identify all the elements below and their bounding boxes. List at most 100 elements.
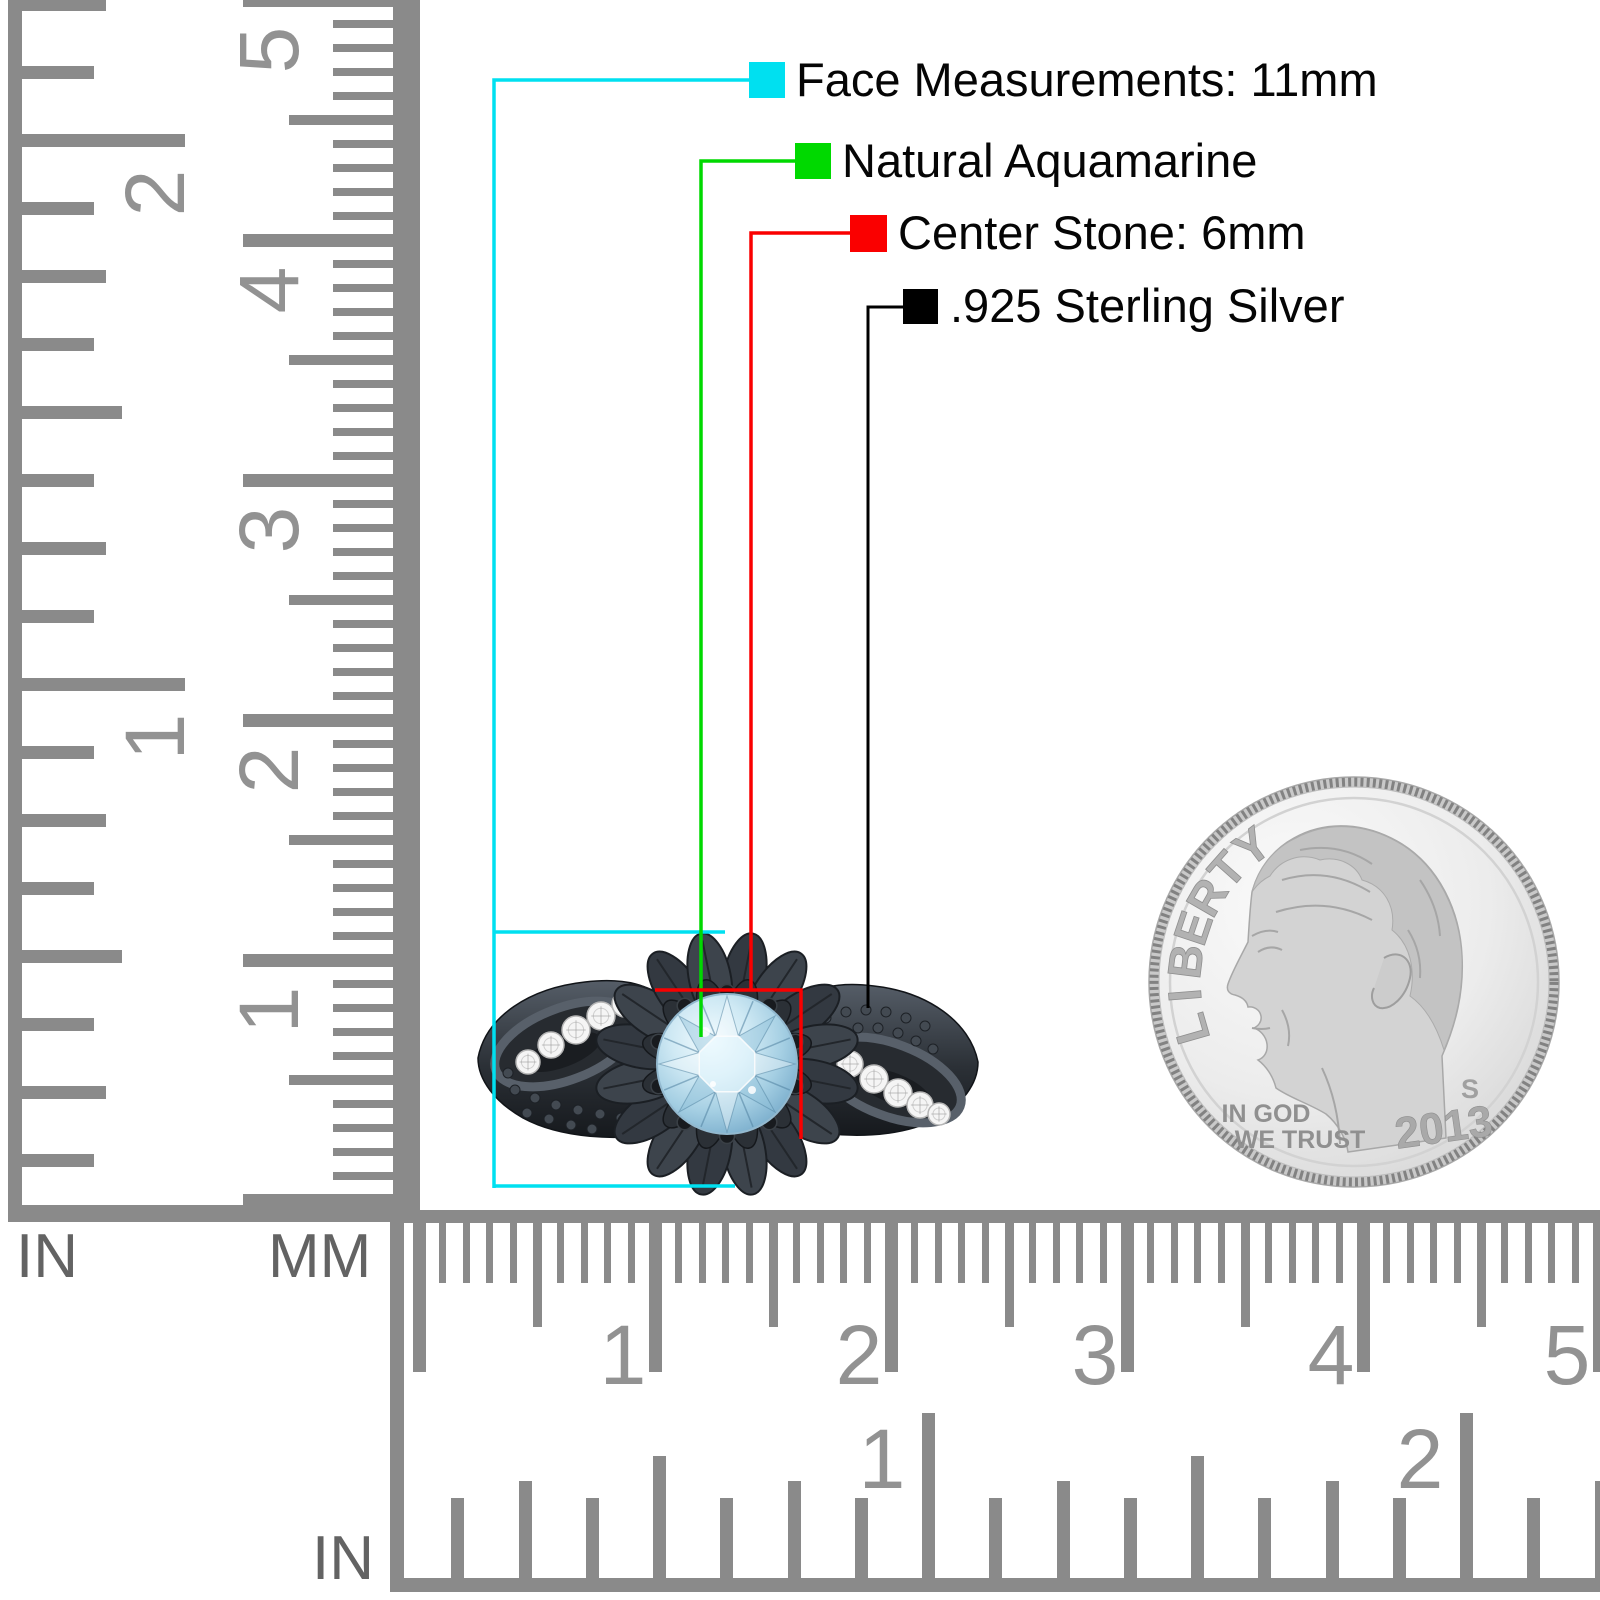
bottom-mm-tick bbox=[604, 1223, 612, 1283]
bottom-inch-tick bbox=[1460, 1413, 1473, 1578]
bottom-mm-tick bbox=[981, 1223, 989, 1283]
bottom-mm-tick bbox=[1265, 1223, 1273, 1283]
bottom-mm-tick bbox=[722, 1223, 730, 1283]
left-mm-tick bbox=[333, 68, 393, 76]
left-mm-tick bbox=[333, 932, 393, 940]
left-mm-tick bbox=[333, 1028, 393, 1036]
left-mm-tick bbox=[333, 308, 393, 316]
bottom-mm-tick bbox=[1356, 1223, 1370, 1372]
left-mm-tick bbox=[333, 404, 393, 412]
bottom-inch-number: 2 bbox=[1396, 1412, 1444, 1506]
left-mm-tick bbox=[333, 788, 393, 796]
left-mm-tick bbox=[333, 380, 393, 388]
left-inch-tick bbox=[22, 746, 94, 759]
left-mm-tick bbox=[333, 140, 393, 148]
bottom-mm-tick bbox=[884, 1223, 898, 1372]
face-measurement-label: Face Measurements: 11mm bbox=[796, 53, 1378, 106]
left-mm-tick bbox=[333, 668, 393, 676]
left-inch-tick bbox=[22, 610, 94, 623]
left-inch-tick bbox=[22, 1018, 94, 1031]
left-inch-ruler-bar bbox=[8, 0, 22, 1221]
left-mm-tick bbox=[333, 1052, 393, 1060]
left-inch-tick bbox=[22, 814, 106, 827]
left-mm-tick bbox=[333, 740, 393, 748]
left-inch-tick bbox=[22, 406, 122, 419]
left-mm-tick bbox=[333, 164, 393, 172]
left-mm-ruler-bar bbox=[393, 0, 420, 1221]
left-mm-tick bbox=[333, 644, 393, 652]
bottom-mm-tick bbox=[532, 1223, 542, 1327]
coin-liberty-letter: B bbox=[1157, 941, 1214, 981]
bottom-inch-number: 1 bbox=[858, 1412, 906, 1506]
bottom-inch-tick bbox=[451, 1498, 465, 1578]
bottom-mm-tick bbox=[1335, 1223, 1343, 1283]
bottom-mm-tick bbox=[698, 1223, 706, 1283]
bottom-mm-tick bbox=[793, 1223, 801, 1283]
bottom-mm-tick bbox=[1217, 1223, 1225, 1283]
coin-ear bbox=[1371, 953, 1412, 1010]
bottom-mm-tick bbox=[1548, 1223, 1556, 1283]
left-mm-tick bbox=[333, 692, 393, 700]
bottom-mm-tick bbox=[840, 1223, 848, 1283]
left-mm-tick bbox=[333, 284, 393, 292]
bottom-mm-tick bbox=[675, 1223, 683, 1283]
bottom-ruler-left-bar bbox=[390, 1210, 404, 1592]
bottom-mm-tick bbox=[1147, 1223, 1155, 1283]
coin-inner-rim bbox=[1168, 796, 1540, 1168]
left-mm-tick bbox=[333, 500, 393, 508]
left-mm-tick bbox=[289, 355, 393, 365]
annotation-lines bbox=[492, 78, 903, 1188]
left-mm-tick bbox=[243, 953, 393, 967]
face-measurement-swatch bbox=[749, 62, 785, 98]
bottom-mm-tick bbox=[863, 1223, 871, 1283]
bottom-mm-tick bbox=[580, 1223, 588, 1283]
left-mm-tick bbox=[333, 908, 393, 916]
left-mm-tick bbox=[289, 595, 393, 605]
left-ruler-bottom-bar bbox=[8, 1205, 420, 1222]
bottom-inch-tick bbox=[1191, 1456, 1204, 1578]
ring-image bbox=[477, 932, 979, 1196]
bottom-mm-tick bbox=[745, 1223, 753, 1283]
bottom-mm-tick bbox=[486, 1223, 494, 1283]
left-mm-tick bbox=[333, 92, 393, 100]
aquamarine-label: Natural Aquamarine bbox=[842, 134, 1258, 187]
left-mm-tick bbox=[289, 835, 393, 845]
bottom-mm-tick bbox=[1194, 1223, 1202, 1283]
left-mm-tick bbox=[333, 884, 393, 892]
left-inch-tick bbox=[22, 1154, 94, 1167]
left-inch-tick bbox=[22, 66, 94, 79]
sterling-silver-line bbox=[866, 305, 903, 1008]
bottom-mm-tick bbox=[768, 1223, 778, 1327]
coin-motto-line1: IN GOD bbox=[1222, 1100, 1311, 1128]
left-inch-tick bbox=[22, 950, 122, 963]
bottom-mm-tick bbox=[1406, 1223, 1414, 1283]
bottom-mm-tick bbox=[1004, 1223, 1014, 1327]
bottom-mm-tick bbox=[1099, 1223, 1107, 1283]
bottom-mm-tick bbox=[439, 1223, 447, 1283]
left-inch-tick bbox=[22, 542, 106, 555]
coin-liberty-letter: I bbox=[1158, 987, 1212, 1004]
bottom-mm-tick bbox=[1052, 1223, 1060, 1283]
bottom-mm-tick bbox=[1476, 1223, 1486, 1327]
bottom-mm-tick bbox=[816, 1223, 824, 1283]
left-mm-tick bbox=[333, 1148, 393, 1156]
coin-reeded-edge bbox=[1149, 777, 1559, 1187]
bottom-mm-tick bbox=[1524, 1223, 1532, 1283]
left-mm-tick bbox=[333, 1100, 393, 1108]
bottom-inch-tick bbox=[1527, 1498, 1541, 1578]
bottom-mm-tick bbox=[1288, 1223, 1296, 1283]
left-mm-tick bbox=[243, 233, 393, 247]
bottom-mm-tick bbox=[934, 1223, 942, 1283]
bottom-mm-tick bbox=[1453, 1223, 1461, 1283]
bottom-inch-tick bbox=[1123, 1498, 1137, 1578]
bottom-mm-tick bbox=[462, 1223, 470, 1283]
bottom-mm-tick bbox=[958, 1223, 966, 1283]
center-stone-label: Center Stone: 6mm bbox=[898, 206, 1306, 259]
left-mm-tick bbox=[243, 473, 393, 487]
bottom-inch-tick bbox=[1056, 1481, 1070, 1578]
bottom-mm-tick bbox=[1120, 1223, 1134, 1372]
bottom-inch-unit-label: IN bbox=[312, 1524, 374, 1593]
